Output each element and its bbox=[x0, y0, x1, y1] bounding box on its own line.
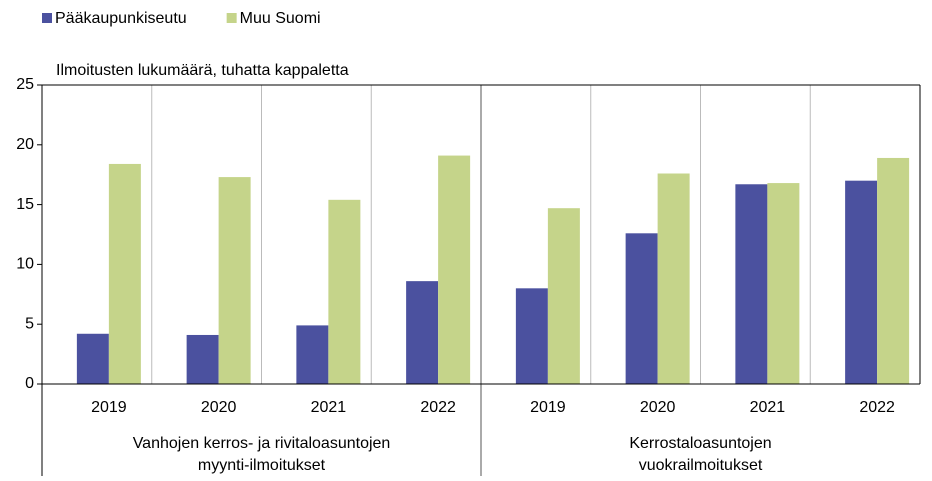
bar bbox=[657, 173, 690, 384]
y-tick-label: 10 bbox=[16, 256, 34, 273]
bar bbox=[547, 208, 580, 384]
y-tick-label: 15 bbox=[16, 196, 34, 213]
y-tick-label: 25 bbox=[16, 76, 34, 93]
y-axis-label: Ilmoitusten lukumäärä, tuhatta kappalett… bbox=[56, 62, 349, 79]
bar bbox=[296, 325, 329, 384]
bar bbox=[108, 163, 141, 384]
x-tick-label: 2021 bbox=[311, 399, 347, 416]
bar bbox=[877, 157, 910, 384]
y-tick-label: 0 bbox=[25, 375, 34, 392]
x-tick-label: 2019 bbox=[530, 399, 566, 416]
bar bbox=[328, 199, 361, 384]
bar bbox=[625, 233, 658, 384]
bar bbox=[186, 334, 219, 384]
group-label: Kerrostaloasuntojen bbox=[629, 435, 771, 452]
bar bbox=[76, 333, 109, 384]
x-tick-label: 2021 bbox=[750, 399, 786, 416]
group-label: vuokrailmoitukset bbox=[639, 457, 763, 474]
bar bbox=[515, 288, 548, 384]
group-label: myynti-ilmoitukset bbox=[198, 457, 326, 474]
group-label: Vanhojen kerros- ja rivitaloasuntojen bbox=[133, 435, 391, 452]
x-tick-label: 2020 bbox=[201, 399, 237, 416]
x-tick-label: 2019 bbox=[91, 399, 127, 416]
bar bbox=[438, 155, 471, 384]
bar bbox=[767, 183, 800, 384]
bar bbox=[218, 177, 251, 384]
y-tick-label: 5 bbox=[25, 315, 34, 332]
legend-label: Muu Suomi bbox=[240, 10, 321, 27]
legend-swatch bbox=[42, 13, 52, 23]
bar bbox=[406, 281, 439, 384]
legend-swatch bbox=[226, 13, 237, 23]
bar bbox=[735, 184, 768, 384]
y-tick-label: 20 bbox=[16, 136, 34, 153]
legend-label: Pääkaupunkiseutu bbox=[55, 10, 187, 27]
x-tick-label: 2022 bbox=[420, 399, 456, 416]
x-tick-label: 2020 bbox=[640, 399, 676, 416]
x-tick-label: 2022 bbox=[859, 399, 895, 416]
bar bbox=[845, 180, 878, 384]
